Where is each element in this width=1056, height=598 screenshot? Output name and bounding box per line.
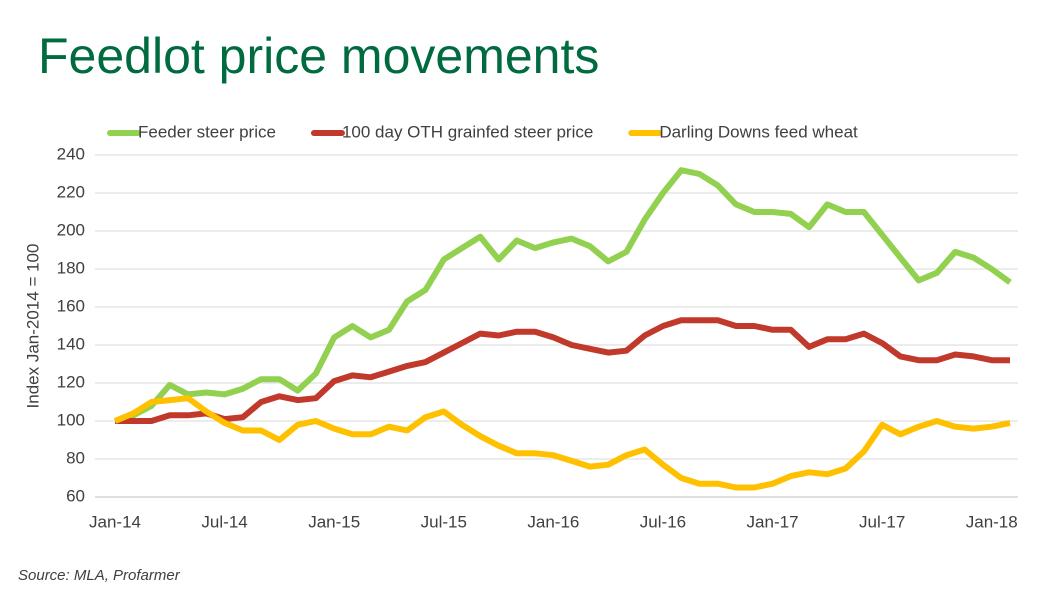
y-tick-label: 200 <box>57 220 85 239</box>
y-axis-label: Index Jan-2014 = 100 <box>23 244 42 409</box>
legend-label: Feeder steer price <box>138 122 276 141</box>
y-tick-label: 220 <box>57 182 85 201</box>
y-tick-label: 120 <box>57 372 85 391</box>
source-note: Source: MLA, Profarmer <box>18 567 181 584</box>
x-tick-label: Jan-17 <box>747 512 799 531</box>
y-tick-label: 140 <box>57 334 85 353</box>
legend-label: 100 day OTH grainfed steer price <box>342 122 593 141</box>
y-tick-label: 80 <box>66 448 85 467</box>
x-tick-label: Jul-16 <box>640 512 686 531</box>
x-tick-label: Jan-14 <box>89 512 141 531</box>
y-tick-label: 240 <box>57 144 85 163</box>
series-line <box>114 167 1012 424</box>
chart-title: Feedlot price movements <box>38 28 599 84</box>
x-tick-label: Jul-14 <box>201 512 247 531</box>
y-tick-label: 180 <box>57 258 85 277</box>
x-tick-label: Jan-16 <box>527 512 579 531</box>
legend-label: Darling Downs feed wheat <box>659 122 858 141</box>
x-tick-label: Jan-15 <box>308 512 360 531</box>
x-tick-label: Jan-18 <box>966 512 1018 531</box>
series-line <box>113 395 1011 491</box>
y-tick-label: 160 <box>57 296 85 315</box>
y-tick-label: 100 <box>57 410 85 429</box>
y-tick-label: 60 <box>66 486 85 505</box>
x-tick-label: Jul-17 <box>859 512 905 531</box>
x-tick-label: Jul-15 <box>421 512 467 531</box>
series-line <box>115 317 1010 424</box>
